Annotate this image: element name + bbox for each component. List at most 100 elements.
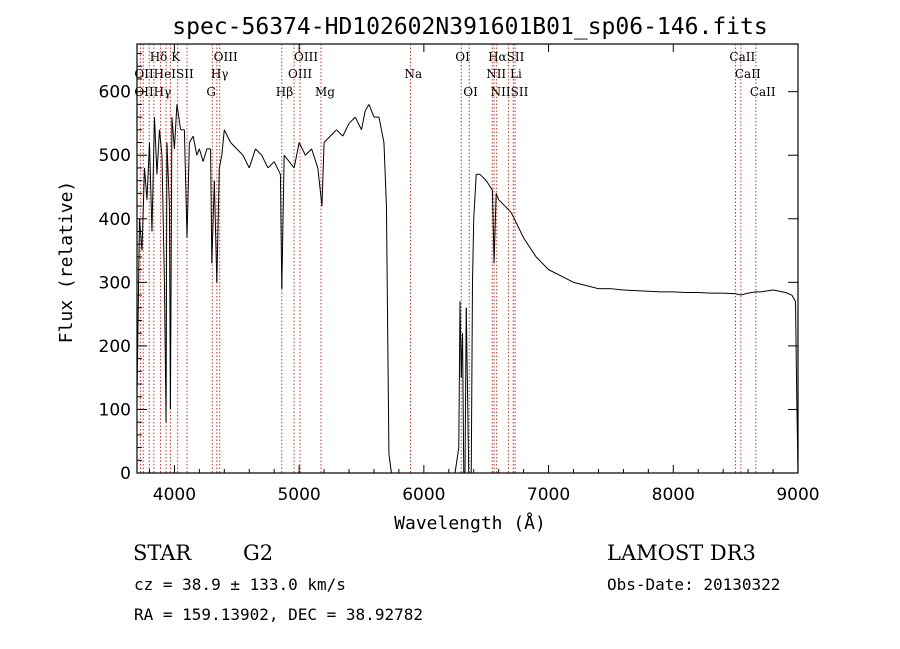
spectrum-segment xyxy=(202,148,208,162)
y-tick-label: 200 xyxy=(99,337,131,357)
spectrum-segment xyxy=(288,161,295,169)
redshift-velocity: cz = 38.9 ± 133.0 km/s xyxy=(134,575,346,594)
spectrum-segment xyxy=(230,142,238,150)
spectrum-segment xyxy=(470,282,473,474)
spectrum-segment xyxy=(298,142,306,156)
x-tick-label: 6000 xyxy=(402,485,445,505)
line-label: Hδ K xyxy=(150,50,182,64)
spectrum-segment xyxy=(465,307,470,474)
line-label: OI xyxy=(455,50,470,64)
spectrum-segment xyxy=(143,167,148,200)
spectrum-segment xyxy=(218,155,223,169)
x-tick-label: 4000 xyxy=(153,485,196,505)
y-tick-label: 100 xyxy=(99,400,131,420)
spectrum-segment xyxy=(146,142,150,200)
spectrum-segment xyxy=(493,193,497,264)
spectrum-segment xyxy=(348,116,356,124)
line-label: CaII xyxy=(729,50,755,64)
line-label: CaII xyxy=(750,85,776,99)
spectrum-segment xyxy=(223,129,231,143)
spectrum-segment xyxy=(176,104,182,130)
line-label: Hγ xyxy=(211,67,229,81)
spectrum-segment xyxy=(317,167,323,207)
spectrum-segment xyxy=(740,292,749,296)
spectrum-segment xyxy=(471,218,475,283)
spectrum-segment xyxy=(723,292,736,295)
spectrum-segment xyxy=(267,161,275,169)
spectrum-segment xyxy=(504,205,512,213)
spectrum-segment xyxy=(698,292,711,294)
spectrum-segment xyxy=(321,142,325,207)
spectrum-segment xyxy=(165,142,168,423)
spectrum-segment xyxy=(273,161,281,175)
spectrum-segment xyxy=(635,290,649,292)
spectrum-segment xyxy=(171,117,175,149)
spectrum-segment xyxy=(305,148,312,156)
spectrum-segment xyxy=(221,129,225,156)
spectrum-segment xyxy=(785,292,792,296)
spectrum-segment xyxy=(368,104,375,118)
x-tick-label: 8000 xyxy=(652,485,695,505)
y-tick-label: 500 xyxy=(99,146,131,166)
spectrum-series xyxy=(136,104,799,474)
spectrum-segment xyxy=(192,136,198,156)
y-tick-label: 400 xyxy=(99,210,131,230)
spectrum-segment xyxy=(261,155,269,169)
spectrum-segment xyxy=(364,104,370,111)
spectrum-segment xyxy=(673,291,686,294)
spectrum-segment xyxy=(760,289,774,293)
spectrum-segment xyxy=(491,190,495,264)
spectral-line-markers xyxy=(139,44,757,473)
spectrum-segment xyxy=(795,301,798,397)
spectrum-segment xyxy=(378,116,382,130)
spectrum-segment xyxy=(560,275,574,283)
spectrum-segment xyxy=(236,148,244,156)
line-label: OIIHγ xyxy=(134,85,171,99)
spectrum-segment xyxy=(459,301,462,378)
spectrum-segment xyxy=(242,155,250,169)
line-label: HαSII xyxy=(488,50,525,64)
spectrum-segment xyxy=(360,110,366,130)
y-tick-label: 0 xyxy=(120,464,131,484)
spectrum-segment xyxy=(495,193,500,200)
x-axis-label: Wavelength (Å) xyxy=(394,512,546,534)
spectrum-segment xyxy=(388,453,392,474)
y-tick-label: 600 xyxy=(99,83,131,103)
spectrum-segment xyxy=(138,218,143,251)
spectral-line-labels: Hδ K OIII OIII OI HαSII CaII OIIHeISII Hγ OIII Na… xyxy=(134,50,776,99)
spectrum-segment xyxy=(385,206,390,454)
spectrum-segment xyxy=(510,212,518,226)
spectrum-segment xyxy=(293,142,300,169)
x-tick-label: 7000 xyxy=(527,485,570,505)
x-tick-label: 9000 xyxy=(776,485,819,505)
spectrum-segment xyxy=(548,269,562,277)
spectrum-segment xyxy=(281,155,285,289)
spectrum-segment xyxy=(323,135,331,143)
spectrum-segment xyxy=(216,167,220,283)
spectrum-segment xyxy=(161,155,165,283)
spectrum-segment xyxy=(158,129,163,156)
spectrum-segment xyxy=(156,129,160,175)
line-label: OI xyxy=(463,85,478,99)
spectrum-segment xyxy=(516,224,525,239)
line-label: OIII xyxy=(214,50,238,64)
spectrum-segment xyxy=(151,117,155,232)
spectrum-segment xyxy=(585,285,599,290)
spectrum-segment xyxy=(329,129,337,137)
x-tick-label: 5000 xyxy=(277,485,320,505)
plot-frame xyxy=(136,43,799,474)
spectrum-segment xyxy=(464,307,467,474)
spectrum-segment xyxy=(735,293,741,296)
spectrum-segment xyxy=(141,167,145,251)
spectrum-segment xyxy=(248,148,256,169)
spectrum-segment xyxy=(623,289,636,292)
line-label: CaII xyxy=(735,67,761,81)
line-label: NIISII xyxy=(491,85,529,99)
chart-title: spec-56374-HD102602N391601B01_sp06-146.f… xyxy=(172,14,767,40)
spectrum-segment xyxy=(188,135,194,143)
spectrum-segment xyxy=(772,289,786,293)
spectrum-segment xyxy=(342,123,350,137)
spectrum-segment xyxy=(186,142,190,238)
spectrum-segment xyxy=(211,180,215,264)
